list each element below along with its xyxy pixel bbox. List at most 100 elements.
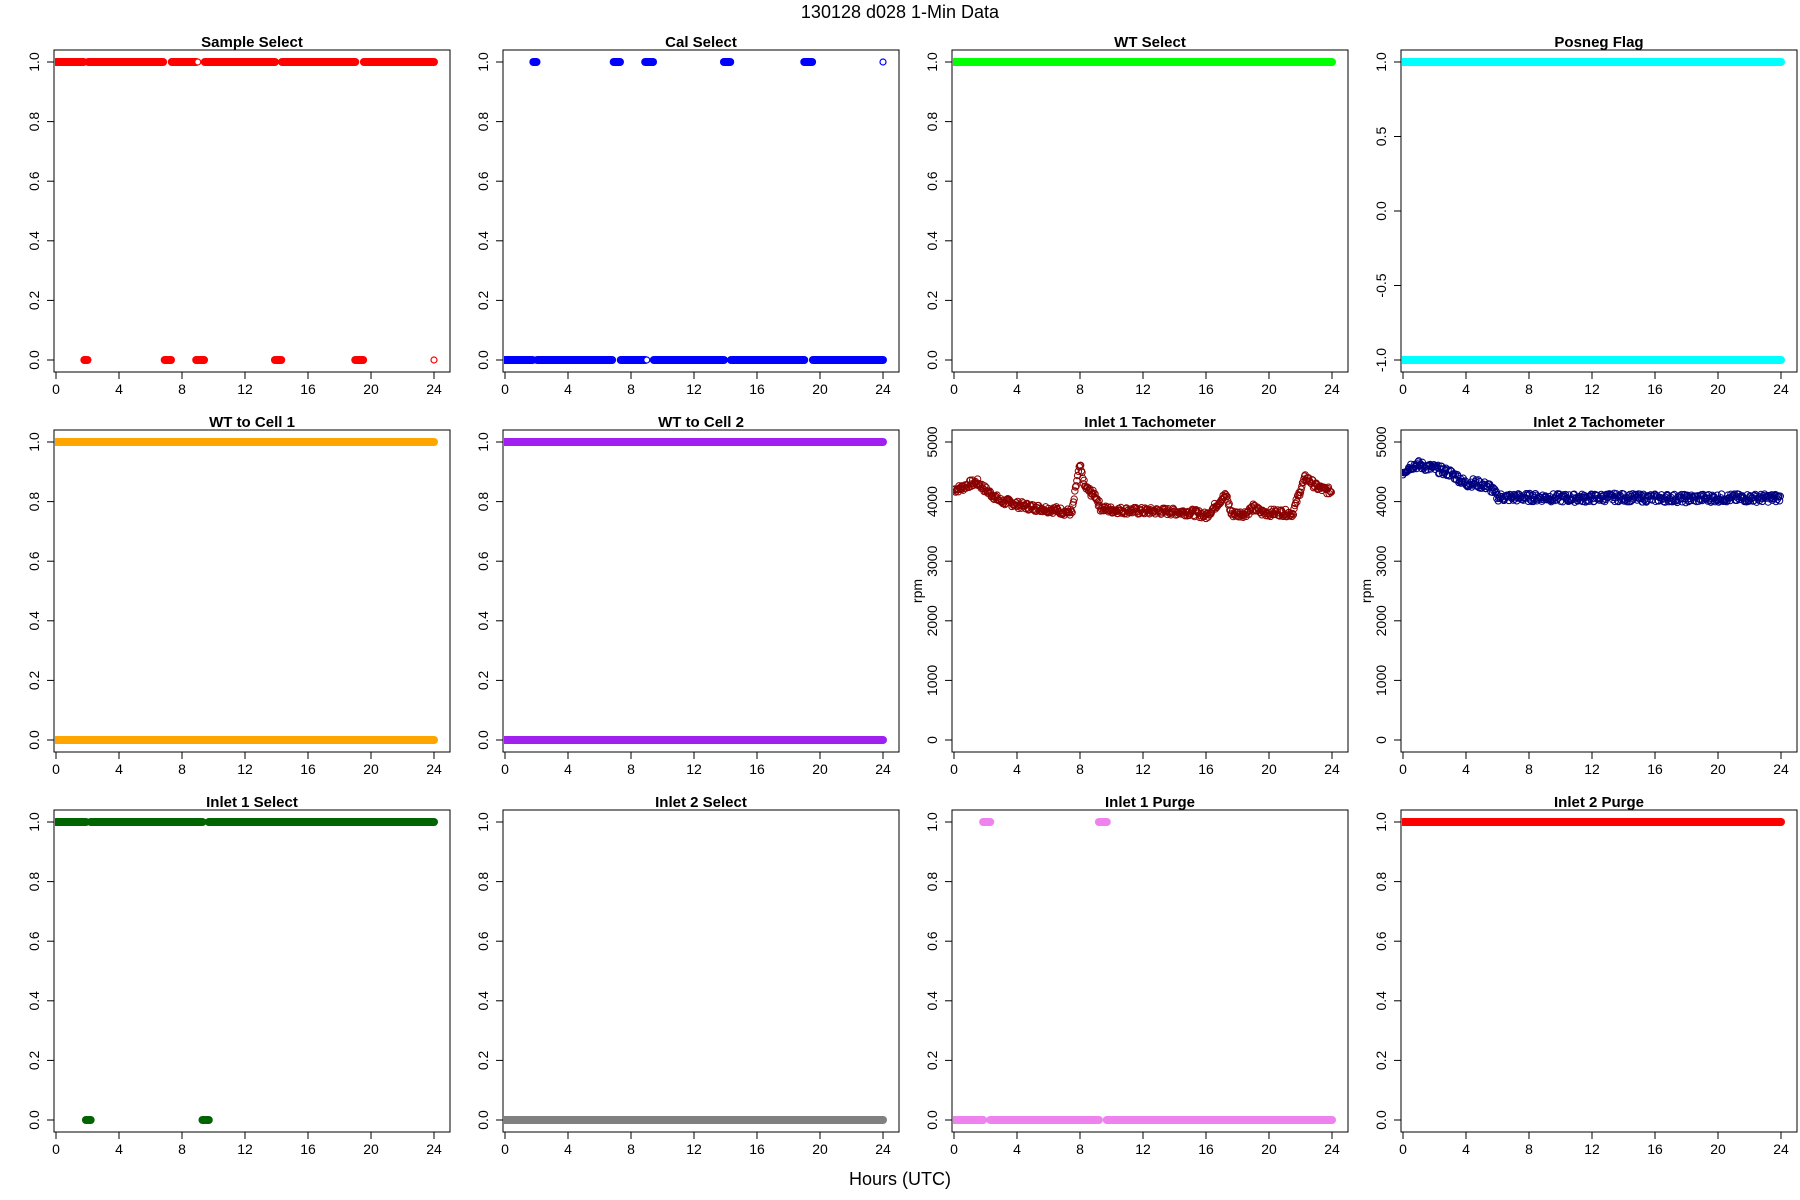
y-tick-label: 0.4: [924, 991, 940, 1011]
x-tick-label: 20: [1710, 761, 1726, 777]
y-tick-label: 0.2: [475, 1050, 491, 1070]
x-tick-label: 20: [1261, 381, 1277, 397]
x-tick-label: 20: [363, 381, 379, 397]
data-point: [1079, 474, 1087, 482]
plot-frame: [502, 429, 900, 753]
y-tick-label: 0.2: [924, 290, 940, 310]
data-layer: [55, 58, 438, 364]
panel-title: Inlet 2 Tachometer: [1533, 414, 1665, 431]
plot-frame: [53, 809, 451, 1133]
plot-frame: [1400, 809, 1798, 1133]
data-layer: [1402, 58, 1785, 364]
data-point: [643, 356, 651, 364]
y-tick-label: 0.6: [26, 931, 42, 951]
y-tick-label: 1000: [1373, 665, 1389, 696]
data-point: [879, 58, 887, 66]
y-tick-label: 0: [924, 736, 940, 744]
data-point: [1095, 497, 1103, 505]
x-tick-label: 16: [300, 1141, 316, 1157]
data-point: [1091, 490, 1099, 498]
panel-title: Posneg Flag: [1554, 34, 1643, 51]
y-tick-label: 0.8: [475, 112, 491, 132]
panel-2: WT Select 0 4 8 12 16 20 24 0.0 0.2 0.4 0.6 0.8 1.0: [924, 34, 1349, 397]
y-tick-label: 0.0: [475, 730, 491, 750]
y-tick-label: 0.2: [475, 290, 491, 310]
x-tick-label: 0: [52, 1141, 60, 1157]
x-tick-label: 8: [627, 1141, 635, 1157]
y-tick-label: 0.0: [924, 1110, 940, 1130]
data-point: [1069, 498, 1078, 506]
x-tick-label: 24: [1324, 1141, 1340, 1157]
y-tick-label: 5000: [1373, 426, 1389, 457]
plot-frame: [502, 809, 900, 1133]
data-point: [1288, 509, 1297, 518]
data-point: [1203, 509, 1212, 517]
data-point: [1076, 461, 1085, 470]
panel-1: Cal Select 0 4 8 12 16 20 24 0.0 0.2 0.4 0.6 0.8 1.0: [475, 34, 900, 397]
y-tick-label: 5000: [924, 426, 940, 457]
x-tick-label: 16: [300, 381, 316, 397]
data-point: [1673, 498, 1681, 507]
data-point: [1478, 484, 1486, 492]
y-tick-label: 0.4: [475, 231, 491, 251]
y-tick-label: 0.2: [475, 670, 491, 690]
panel-title: Sample Select: [201, 34, 303, 51]
y-tick-label: 0.0: [1373, 1110, 1389, 1130]
x-tick-label: 12: [1584, 761, 1600, 777]
x-tick-label: 0: [1399, 761, 1407, 777]
data-layer: [1402, 457, 1784, 507]
x-tick-label: 8: [1525, 761, 1533, 777]
x-tick-label: 0: [52, 381, 60, 397]
y-tick-label: 0.8: [475, 872, 491, 892]
panel-3: Posneg Flag 0 4 8 12 16 20 24 -1.0 -0.5 0.0 0.5 1.0: [1373, 34, 1798, 397]
x-tick-label: 4: [1013, 1141, 1021, 1157]
plot-frame: [53, 49, 451, 373]
x-tick-label: 0: [1399, 381, 1407, 397]
data-layer: [504, 58, 887, 364]
x-tick-label: 24: [1773, 381, 1789, 397]
panel-9: Inlet 2 Select 0 4 8 12 16 20 24 0.0 0.2 0.4 0.6 0.8…: [475, 794, 900, 1157]
data-point: [1255, 504, 1263, 513]
y-tick-label: 0.6: [475, 551, 491, 571]
data-point: [1320, 483, 1328, 491]
x-tick-label: 4: [115, 381, 123, 397]
panel-6: Inlet 1 Tachometer 0 4 8 12 16 20 24 0 1000 2000 30…: [909, 414, 1349, 777]
plot-frame: [951, 49, 1349, 373]
y-tick-label: 0.0: [26, 1110, 42, 1130]
data-point: [430, 356, 438, 364]
x-tick-label: 12: [237, 761, 253, 777]
y-tick-label: 1.0: [26, 432, 42, 452]
panel-grid: Sample Select 0 4 8 12 16 20 24 0.0 0.2 0.4 0.6 0.8 1…: [26, 34, 1798, 1157]
x-tick-label: 8: [1525, 1141, 1533, 1157]
y-tick-label: 3000: [1373, 545, 1389, 576]
data-point: [1223, 492, 1231, 501]
x-tick-label: 20: [1710, 381, 1726, 397]
x-tick-label: 12: [1135, 381, 1151, 397]
y-tick-label: 0.5: [1373, 127, 1389, 147]
data-layer: [55, 818, 438, 1124]
panel-title: WT to Cell 2: [658, 414, 744, 431]
y-tick-label: 0.2: [26, 670, 42, 690]
x-tick-label: 0: [52, 761, 60, 777]
x-tick-label: 16: [749, 381, 765, 397]
data-point: [1619, 495, 1627, 504]
data-point: [1534, 495, 1543, 503]
y-tick-label: 0: [1373, 736, 1389, 744]
data-point: [973, 475, 982, 483]
x-tick-label: 12: [1135, 761, 1151, 777]
panel-7: Inlet 2 Tachometer 0 4 8 12 16 20 24 0 1000 2000 30…: [1358, 414, 1798, 777]
data-point: [1093, 495, 1101, 503]
x-tick-label: 20: [363, 1141, 379, 1157]
x-tick-label: 24: [875, 1141, 891, 1157]
y-tick-label: 1.0: [475, 812, 491, 832]
y-tick-label: 0.8: [924, 112, 940, 132]
y-tick-label: 0.4: [475, 611, 491, 631]
x-tick-label: 8: [1076, 381, 1084, 397]
y-tick-label: 0.6: [475, 931, 491, 951]
y-tick-label: 0.8: [26, 872, 42, 892]
y-tick-label: 0.4: [26, 611, 42, 631]
y-tick-label: 4000: [924, 486, 940, 517]
x-tick-label: 8: [178, 761, 186, 777]
x-tick-label: 8: [627, 381, 635, 397]
